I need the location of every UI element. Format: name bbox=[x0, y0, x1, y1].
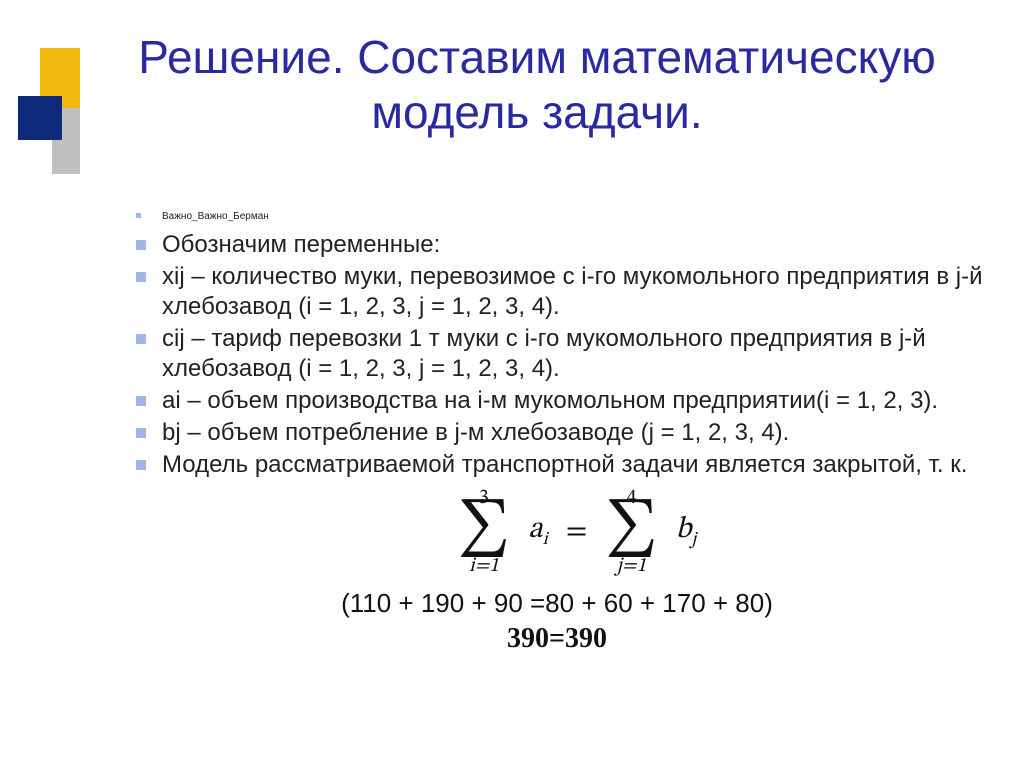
term-base: a bbox=[528, 515, 542, 545]
summation-formula: 3 ∑ i=1 ai = 4 ∑ j=1 bj bbox=[458, 488, 696, 576]
deco-navy-square bbox=[18, 96, 62, 140]
sum-right: 4 ∑ j=1 bbox=[605, 488, 657, 576]
list-item: ai – объем производства на i-м мукомольн… bbox=[130, 386, 984, 416]
sigma-icon: ∑ bbox=[458, 506, 510, 554]
sum-left: 3 ∑ i=1 bbox=[458, 488, 510, 576]
term-base: b bbox=[676, 515, 692, 545]
sum-left-lower: i=1 bbox=[469, 556, 499, 576]
result-line: 390=390 bbox=[130, 623, 984, 655]
sigma-icon: ∑ bbox=[605, 506, 657, 554]
term-sub: j bbox=[691, 531, 696, 549]
list-item: xij – количество муки, перевозимое с i-г… bbox=[130, 262, 984, 322]
sum-left-term: ai bbox=[528, 511, 548, 552]
equals-sign: = bbox=[566, 513, 588, 551]
sum-right-term: bj bbox=[676, 511, 696, 552]
list-item: Важно_Важно_Берман bbox=[130, 210, 984, 224]
term-sub: i bbox=[543, 531, 548, 549]
list-item: cij – тариф перевозки 1 т муки с i-го му… bbox=[130, 324, 984, 384]
bullet-list: Важно_Важно_Берман Обозначим переменные:… bbox=[130, 210, 984, 480]
page-title: Решение. Составим математическую модель … bbox=[80, 30, 994, 140]
corner-decoration bbox=[18, 48, 78, 178]
list-item: bj – объем потребление в j-м хлебозаводе… bbox=[130, 418, 984, 448]
content-area: Важно_Важно_Берман Обозначим переменные:… bbox=[130, 210, 984, 655]
title-area: Решение. Составим математическую модель … bbox=[80, 30, 994, 140]
list-item: Обозначим переменные: bbox=[130, 230, 984, 260]
sum-right-lower: j=1 bbox=[617, 556, 647, 576]
formula-row: 3 ∑ i=1 ai = 4 ∑ j=1 bj bbox=[130, 488, 984, 576]
calculation-line: (110 + 190 + 90 =80 + 60 + 170 + 80) bbox=[130, 588, 984, 619]
list-item: Модель рассматриваемой транспортной зада… bbox=[130, 450, 984, 480]
